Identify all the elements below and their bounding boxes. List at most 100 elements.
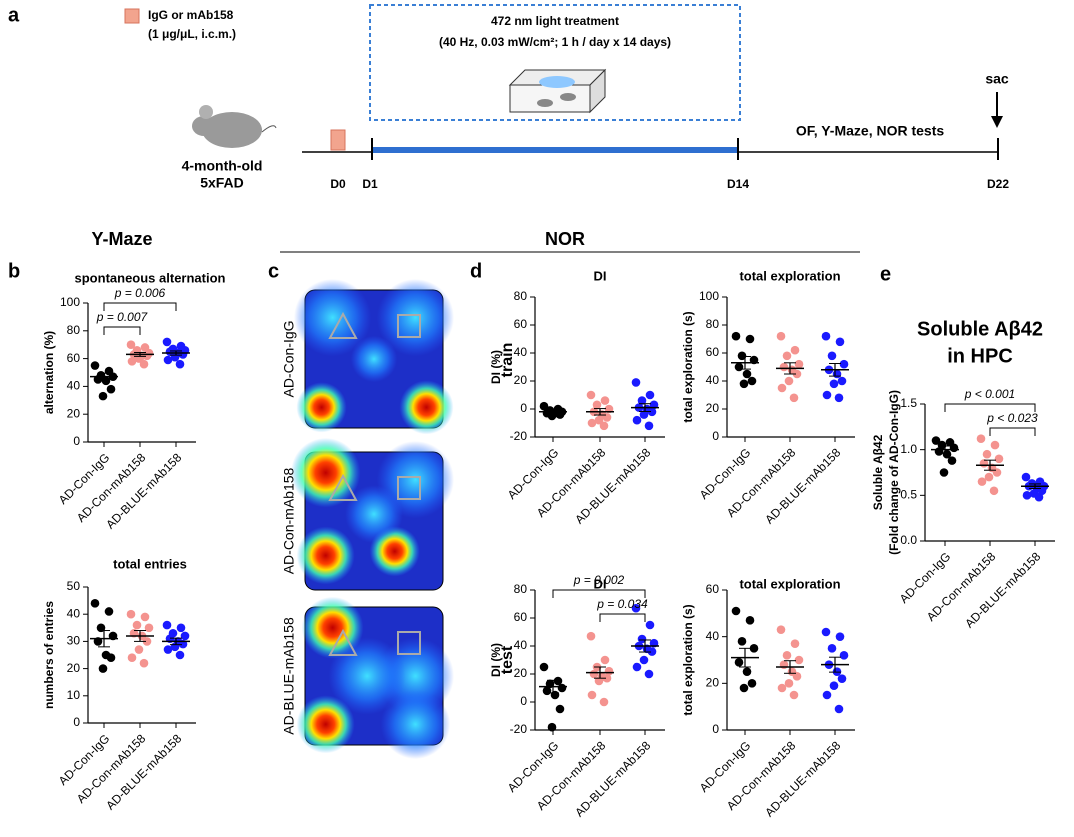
heatmap-blob — [290, 437, 361, 508]
x-tick-label: AD-BLUE-mAb158 — [572, 445, 653, 526]
injection-icon — [124, 8, 140, 24]
sac-arrowhead — [991, 116, 1003, 128]
data-point — [821, 331, 831, 341]
data-point — [989, 486, 999, 496]
y-tick-label: 0.5 — [900, 488, 917, 502]
data-point — [180, 631, 190, 641]
data-point — [176, 623, 186, 633]
heatmap-blob — [345, 485, 403, 544]
data-point — [777, 383, 787, 393]
object-square — [397, 314, 421, 338]
injection-mark — [330, 129, 346, 151]
data-point — [106, 384, 116, 394]
data-point — [984, 472, 994, 482]
y-tick-label: 1.0 — [900, 442, 917, 456]
data-point — [937, 440, 947, 450]
data-point — [745, 616, 755, 625]
data-point — [594, 676, 604, 686]
y-tick-label: 40 — [514, 638, 528, 652]
data-point — [739, 379, 749, 389]
data-point — [639, 655, 649, 665]
y-tick-label: 0 — [73, 715, 80, 729]
data-point — [600, 655, 610, 665]
chart-title: Soluble Aβ42 — [917, 318, 1043, 340]
data-point — [104, 607, 114, 616]
data-point — [127, 357, 137, 366]
section-header: NOR — [545, 229, 585, 249]
chart-title: total entries — [113, 556, 187, 571]
heatmap-blob — [380, 689, 451, 760]
section-header: Y-Maze — [91, 229, 152, 249]
heatmap-label: AD-BLUE-mAb158 — [281, 617, 297, 735]
y-tick-label: 60 — [514, 317, 528, 331]
mouse-label: 5xFAD — [200, 175, 244, 191]
data-point — [782, 351, 792, 361]
data-point — [553, 676, 563, 686]
y-tick-label: 0 — [73, 434, 80, 448]
y-tick-label: 20 — [514, 373, 528, 387]
y-tick-label: 20 — [706, 401, 720, 415]
y-axis-label: (Fold change of AD-Con-IgG) — [887, 390, 901, 555]
sig-bracket — [103, 326, 141, 335]
sac-label: sac — [985, 71, 1009, 87]
data-point — [776, 331, 786, 341]
data-point — [599, 697, 609, 707]
y-tick-label: 0 — [712, 722, 719, 736]
sig-bracket — [989, 427, 1036, 436]
data-point — [139, 359, 149, 369]
light-label: 472 nm light treatment — [491, 14, 619, 28]
data-point — [734, 658, 744, 667]
data-point — [835, 632, 845, 641]
data-point — [742, 667, 752, 676]
y-tick-label: 1.5 — [900, 396, 917, 410]
panel-label: e — [880, 263, 891, 285]
data-point — [839, 651, 849, 660]
data-point — [822, 390, 832, 400]
row-label: train — [499, 343, 516, 378]
y-tick-label: 40 — [67, 606, 81, 620]
y-tick-label: -20 — [510, 429, 528, 443]
data-point — [175, 359, 185, 369]
data-point — [976, 434, 986, 444]
chart-title: in HPC — [947, 345, 1013, 367]
data-point — [550, 690, 560, 700]
data-point — [163, 355, 173, 365]
data-point — [144, 623, 154, 633]
data-point — [776, 625, 786, 634]
data-point — [790, 639, 800, 648]
y-tick-label: 10 — [67, 688, 81, 702]
y-axis-label: total exploration (s) — [681, 604, 695, 715]
data-point — [587, 418, 597, 428]
heatmaps: AD-Con-IgG AD-Con-mAb158 AD-BLUE-mAb158 — [281, 278, 455, 760]
mouse-icon — [192, 105, 277, 148]
data-point — [737, 637, 747, 646]
y-tick-label: 80 — [514, 289, 528, 303]
data-point — [126, 340, 136, 350]
sig-label: p < 0.001 — [964, 387, 1015, 401]
data-point — [939, 468, 949, 477]
data-point — [547, 722, 557, 732]
data-point — [747, 376, 757, 386]
x-tick-label: AD-BLUE-mAb158 — [762, 738, 843, 819]
data-point — [589, 669, 599, 679]
y-tick-label: 100 — [699, 289, 719, 303]
object-square — [397, 476, 421, 500]
data-point — [639, 410, 649, 419]
data-point — [140, 612, 150, 622]
sig-bracket — [944, 403, 1036, 412]
panel-label: a — [8, 4, 20, 26]
heatmap-blob — [296, 526, 355, 585]
sig-label: p = 0.006 — [114, 286, 166, 300]
data-point — [175, 650, 185, 660]
chart-title: spontaneous alternation — [75, 270, 226, 285]
data-point — [994, 454, 1004, 464]
tests-label: OF, Y-Maze, NOR tests — [796, 123, 945, 139]
chart-title: DI — [594, 576, 607, 591]
data-point — [592, 400, 602, 410]
data-point — [1034, 492, 1044, 502]
data-point — [737, 351, 747, 361]
day-label: D22 — [987, 177, 1009, 191]
data-point — [587, 690, 597, 700]
light-box — [369, 4, 741, 121]
injection-label: IgG or mAb158 — [148, 8, 234, 22]
